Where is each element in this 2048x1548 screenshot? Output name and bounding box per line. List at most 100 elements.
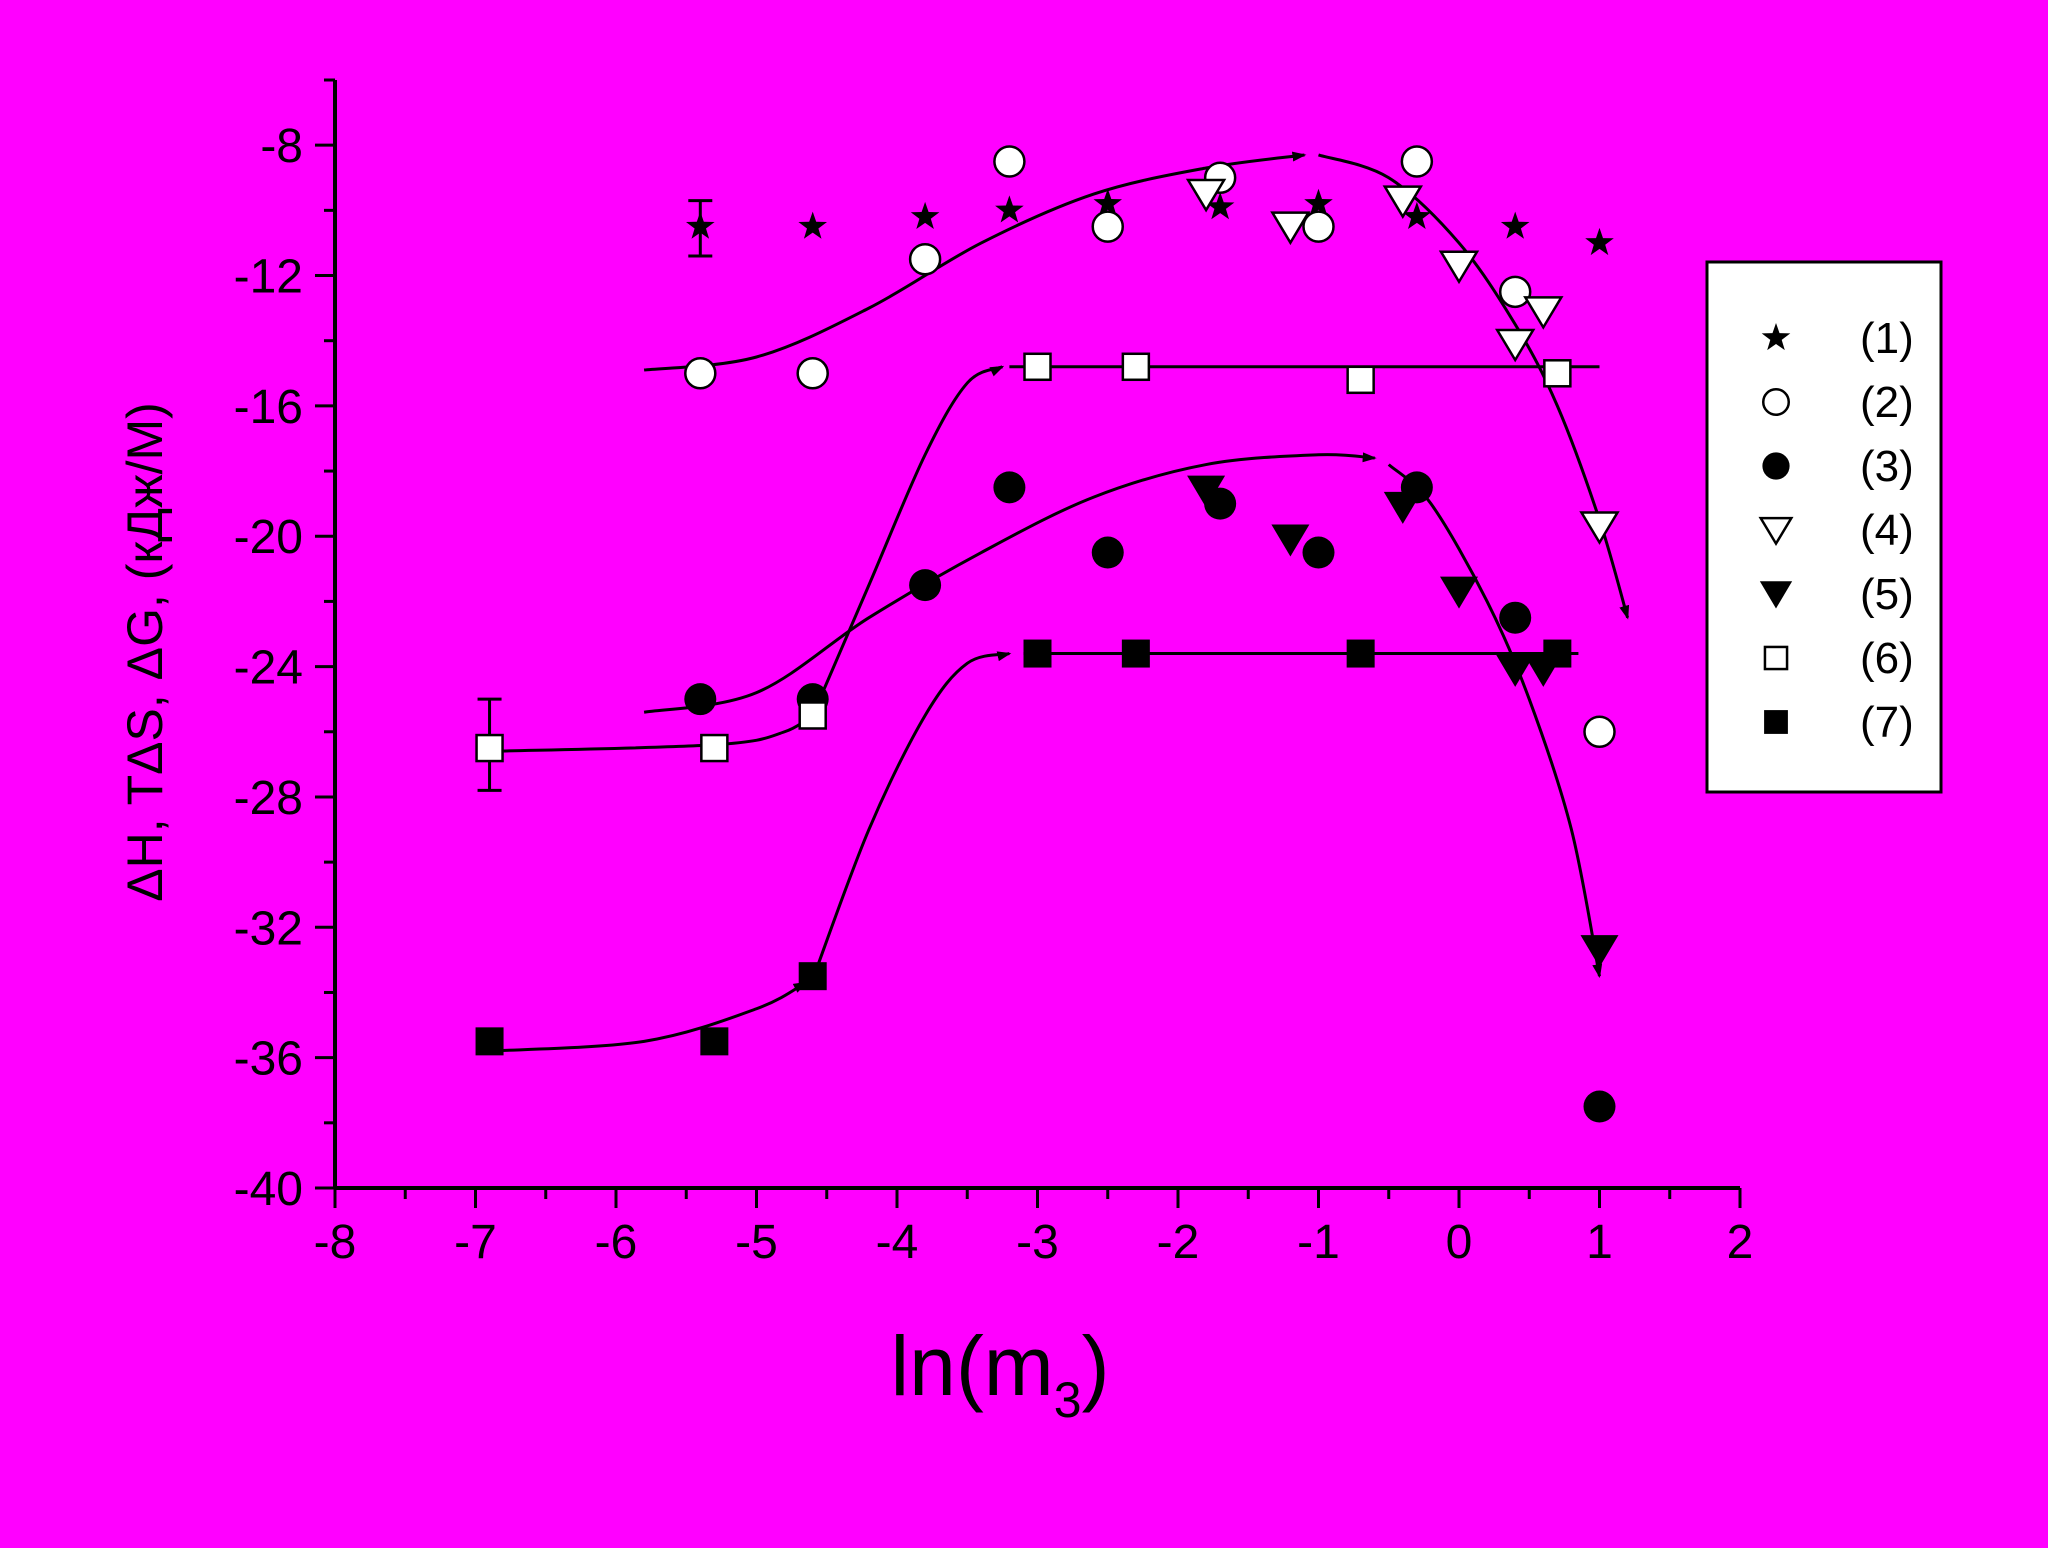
data-point — [1496, 654, 1535, 687]
data-point — [1023, 352, 1052, 382]
legend: (1) (2) (3) (4) (5) (6) (7) — [1705, 260, 1943, 794]
series-1 — [686, 188, 1614, 256]
data-point — [1185, 178, 1227, 213]
series-7 — [475, 639, 1572, 1056]
data-point — [475, 1027, 504, 1056]
error-bars — [477, 199, 713, 792]
data-point — [909, 569, 942, 602]
data-point — [475, 733, 504, 763]
data-point — [1121, 639, 1150, 668]
y-axis-title: ΔH, TΔS, ΔG, (кДж/М) — [117, 402, 173, 902]
x-tick-label: 1 — [1586, 1216, 1613, 1269]
fit-curve — [811, 365, 1005, 717]
data-point — [1093, 188, 1122, 216]
x-tick-label: 2 — [1727, 1216, 1754, 1269]
x-tick-label: -4 — [876, 1216, 919, 1269]
y-tick-label: -20 — [234, 511, 303, 564]
y-tick-label: -36 — [234, 1033, 303, 1086]
data-point — [1583, 1090, 1616, 1123]
data-point — [1302, 210, 1335, 243]
data-point — [1270, 211, 1311, 246]
data-point — [1304, 188, 1333, 216]
data-point — [1402, 201, 1432, 229]
legend-label: (4) — [1860, 506, 1914, 555]
fit-curve — [811, 651, 1012, 980]
data-point — [1187, 475, 1226, 508]
legend-marker — [1761, 323, 1791, 351]
x-tick-label: -3 — [1016, 1216, 1059, 1269]
legend-label: (2) — [1860, 378, 1914, 427]
legend-marker — [1764, 710, 1788, 734]
series-2 — [684, 145, 1616, 749]
data-point — [1383, 491, 1422, 524]
data-point — [1543, 639, 1572, 668]
data-point — [798, 962, 827, 991]
fit-curve — [643, 452, 1377, 714]
data-point — [910, 201, 940, 229]
data-points — [475, 145, 1620, 1123]
x-tick-label: -6 — [595, 1216, 638, 1269]
legend-label: (5) — [1860, 570, 1914, 619]
data-point — [1494, 328, 1536, 363]
data-point — [995, 195, 1024, 223]
x-axis-title: ln(m3) — [890, 1319, 1109, 1428]
data-point — [1579, 511, 1620, 545]
legend-label: (7) — [1860, 698, 1914, 747]
x-tick-label: -1 — [1297, 1216, 1340, 1269]
data-point — [1523, 296, 1564, 330]
data-point — [686, 211, 715, 239]
data-point — [1346, 365, 1375, 395]
legend-label: (3) — [1860, 442, 1914, 491]
x-tick-label: -5 — [735, 1216, 778, 1269]
y-tick-label: -12 — [234, 251, 303, 304]
y-tick-label: -24 — [234, 642, 303, 695]
series-3 — [684, 471, 1616, 1123]
data-point — [908, 242, 942, 276]
data-point — [1302, 536, 1335, 569]
data-point — [700, 1027, 729, 1056]
data-point — [1205, 192, 1235, 220]
axes: -8 -7 -6 -5 -4 -3 -2 -1 0 1 2 -40 -36 -32 -28 -24 -20 -16… — [234, 78, 1754, 1269]
legend-label: (6) — [1860, 634, 1914, 683]
series-5 — [1187, 475, 1619, 968]
x-tick-label: -2 — [1157, 1216, 1200, 1269]
data-point — [1438, 250, 1480, 285]
data-point — [993, 471, 1026, 504]
data-point — [684, 683, 717, 716]
y-tick-label: -8 — [260, 120, 303, 173]
data-point — [1091, 210, 1124, 243]
fit-curves — [489, 151, 1630, 1053]
data-point — [1346, 639, 1375, 668]
data-point — [798, 701, 827, 730]
data-point — [1121, 352, 1151, 382]
fit-curve — [489, 707, 822, 753]
x-tick-label: -7 — [454, 1216, 497, 1269]
legend-box — [1705, 260, 1943, 794]
y-tick-label: -16 — [234, 381, 303, 434]
fit-curve — [489, 981, 808, 1053]
data-point — [1023, 639, 1052, 668]
series-6 — [475, 352, 1572, 763]
legend-marker — [1762, 452, 1790, 480]
y-tick-label: -32 — [234, 902, 303, 955]
data-point — [1440, 576, 1478, 609]
legend-marker — [1762, 388, 1790, 416]
legend-label: (1) — [1860, 314, 1914, 363]
legend-marker — [1763, 645, 1789, 671]
data-point — [1091, 536, 1124, 569]
data-point — [1580, 935, 1619, 968]
fit-curve — [643, 151, 1307, 372]
data-point — [1543, 359, 1572, 388]
data-point — [993, 145, 1026, 178]
data-point — [1400, 145, 1434, 178]
x-tick-label: -8 — [314, 1216, 357, 1269]
data-point — [1500, 211, 1530, 239]
data-point — [684, 357, 717, 390]
legend-marker — [1758, 516, 1794, 547]
data-point — [700, 733, 729, 763]
series-4 — [1185, 178, 1620, 545]
data-point — [1585, 227, 1614, 256]
y-tick-label: -28 — [234, 772, 303, 825]
data-point — [1499, 601, 1532, 634]
